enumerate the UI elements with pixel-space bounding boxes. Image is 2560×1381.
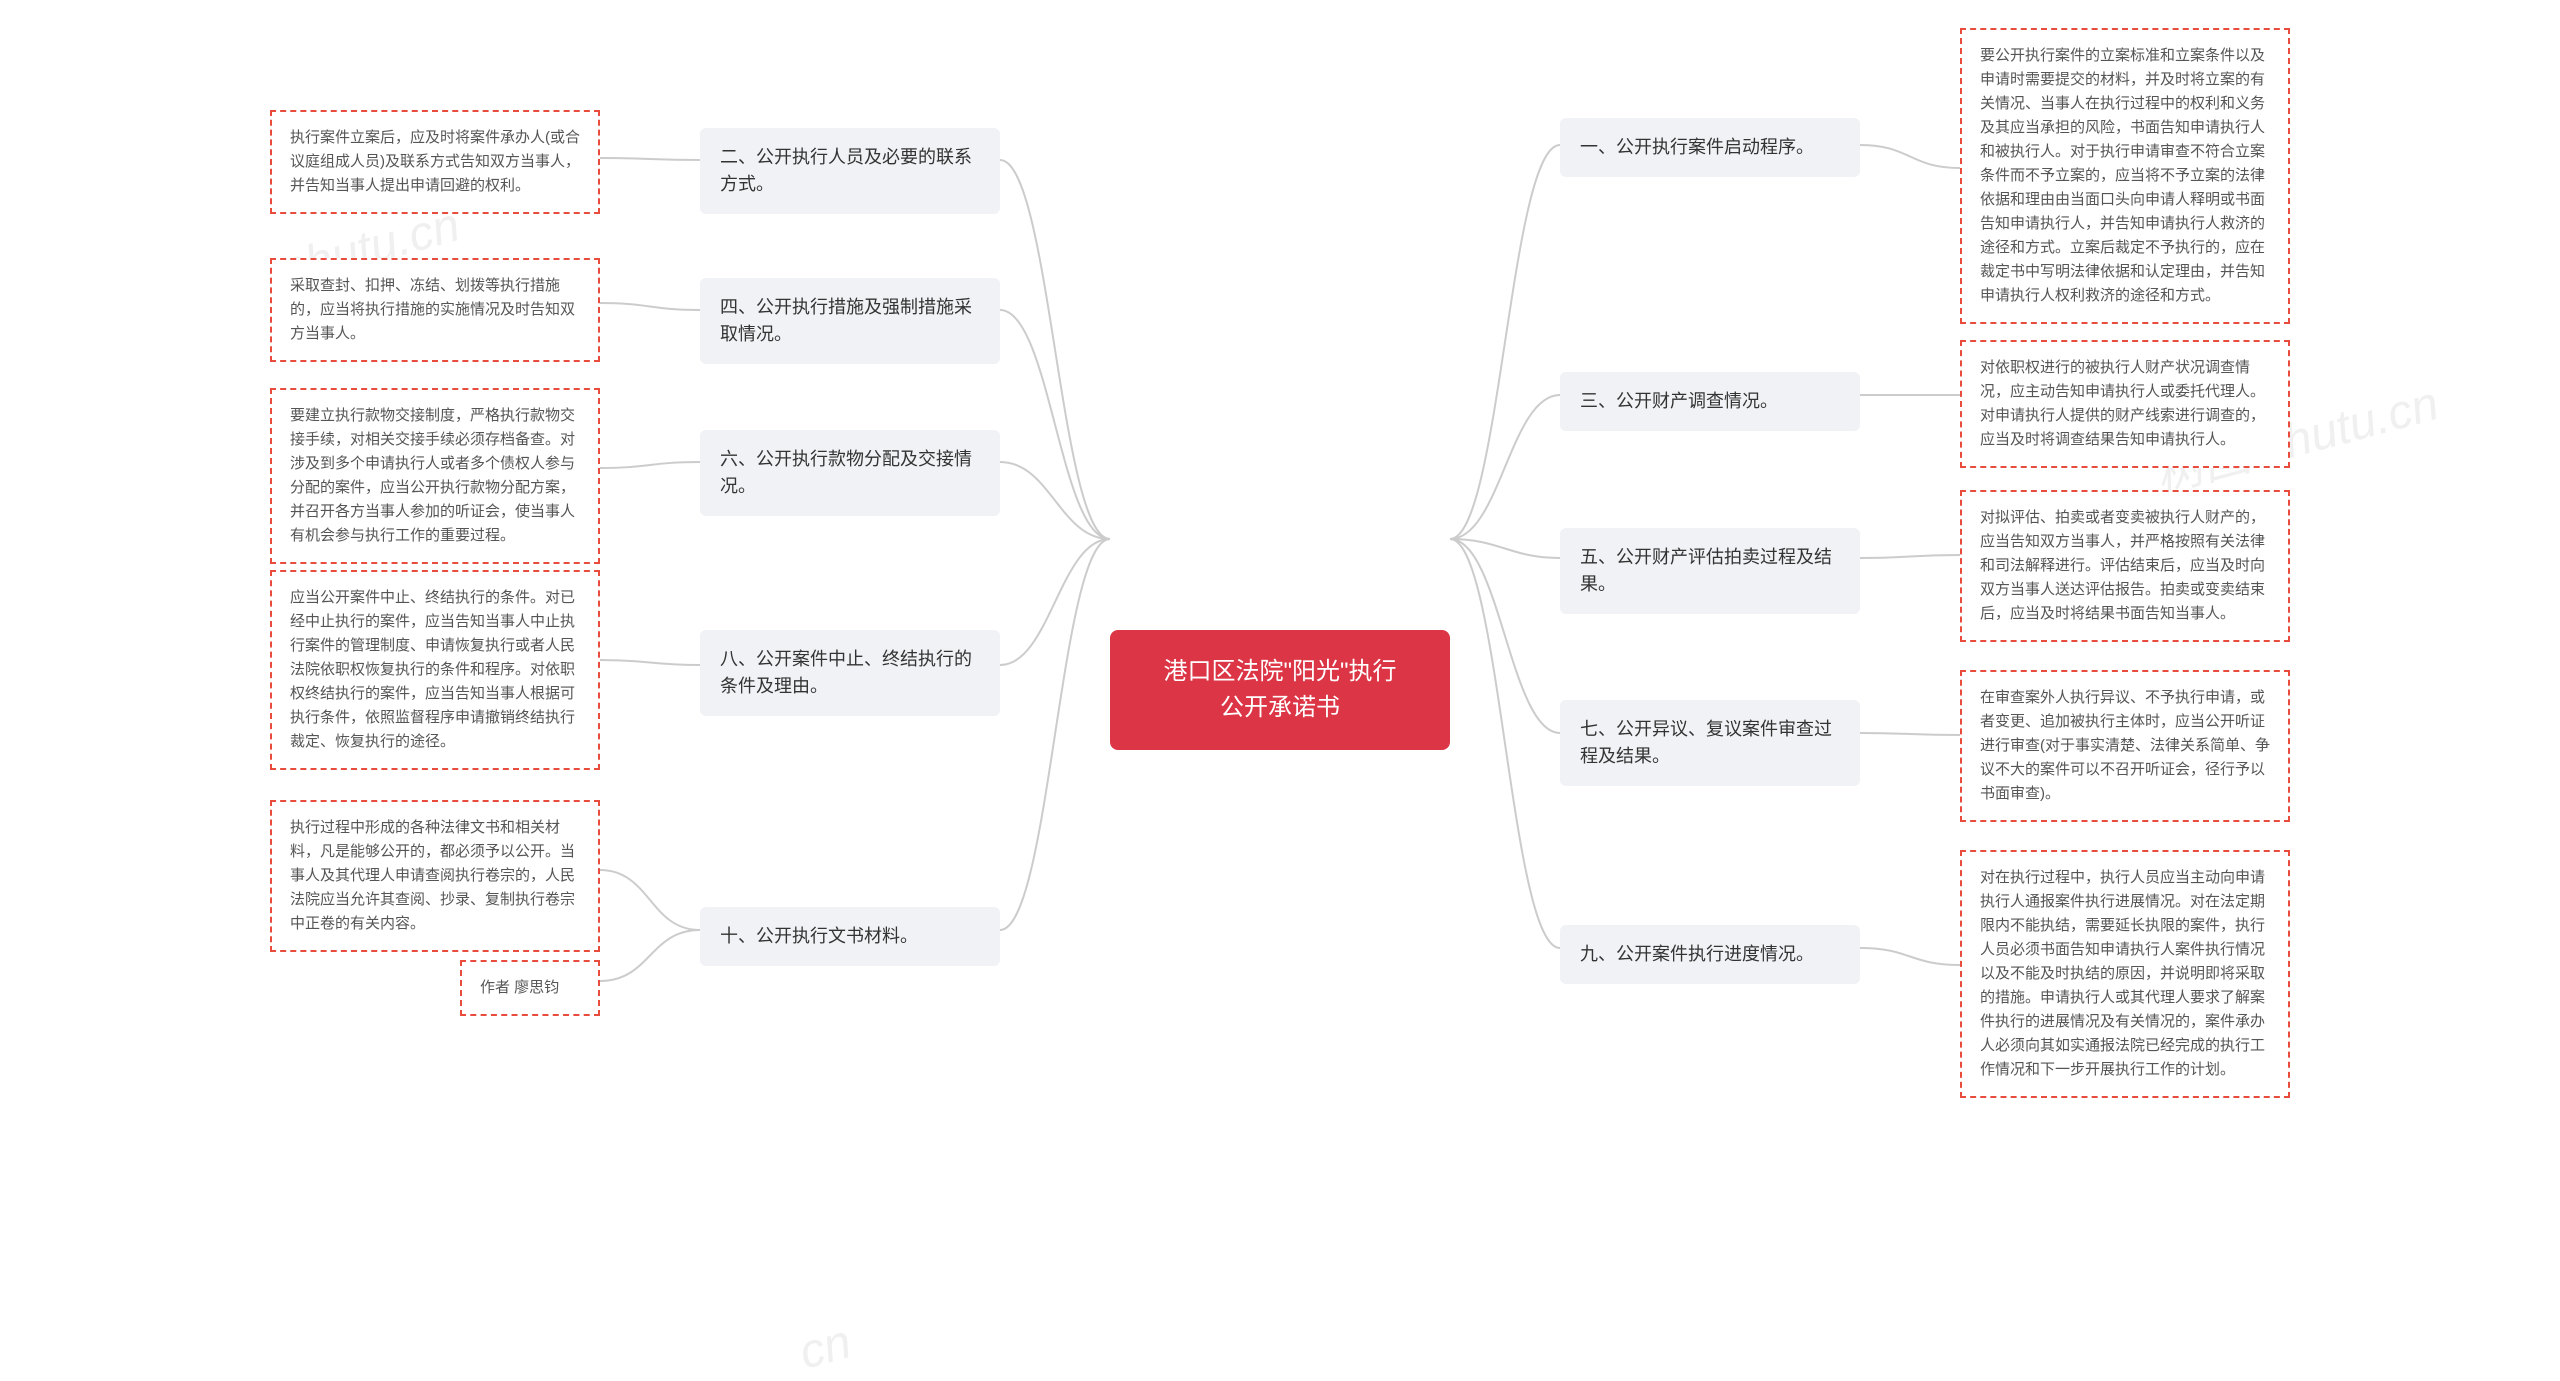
branch-10: 十、公开执行文书材料。 <box>700 907 1000 966</box>
branch-5: 五、公开财产评估拍卖过程及结果。 <box>1560 528 1860 614</box>
detail-9: 对在执行过程中，执行人员应当主动向申请执行人通报案件执行进展情况。对在法定期限内… <box>1960 850 2290 1098</box>
detail-5-text: 对拟评估、拍卖或者变卖被执行人财产的，应当告知双方当事人，并严格按照有关法律和司… <box>1980 509 2265 622</box>
branch-4: 四、公开执行措施及强制措施采取情况。 <box>700 278 1000 364</box>
detail-4-text: 采取查封、扣押、冻结、划拨等执行措施的，应当将执行措施的实施情况及时告知双方当事… <box>290 277 575 342</box>
detail-10b: 作者 廖思钧 <box>460 960 600 1016</box>
detail-6: 要建立执行款物交接制度，严格执行款物交接手续，对相关交接手续必须存档备查。对涉及… <box>270 388 600 564</box>
branch-7: 七、公开异议、复议案件审查过程及结果。 <box>1560 700 1860 786</box>
branch-10-label: 十、公开执行文书材料。 <box>720 926 918 946</box>
detail-4: 采取查封、扣押、冻结、划拨等执行措施的，应当将执行措施的实施情况及时告知双方当事… <box>270 258 600 362</box>
branch-1-label: 一、公开执行案件启动程序。 <box>1580 137 1814 157</box>
branch-6-label: 六、公开执行款物分配及交接情况。 <box>720 449 972 496</box>
branch-5-label: 五、公开财产评估拍卖过程及结果。 <box>1580 547 1832 594</box>
branch-3-label: 三、公开财产调查情况。 <box>1580 391 1778 411</box>
root-node: 港口区法院"阳光"执行公开承诺书 <box>1110 630 1450 750</box>
detail-9-text: 对在执行过程中，执行人员应当主动向申请执行人通报案件执行进展情况。对在法定期限内… <box>1980 869 2265 1078</box>
detail-6-text: 要建立执行款物交接制度，严格执行款物交接手续，对相关交接手续必须存档备查。对涉及… <box>290 407 575 544</box>
branch-8: 八、公开案件中止、终结执行的条件及理由。 <box>700 630 1000 716</box>
detail-1-text: 要公开执行案件的立案标准和立案条件以及申请时需要提交的材料，并及时将立案的有关情… <box>1980 47 2265 304</box>
branch-1: 一、公开执行案件启动程序。 <box>1560 118 1860 177</box>
branch-9: 九、公开案件执行进度情况。 <box>1560 925 1860 984</box>
branch-6: 六、公开执行款物分配及交接情况。 <box>700 430 1000 516</box>
detail-5: 对拟评估、拍卖或者变卖被执行人财产的，应当告知双方当事人，并严格按照有关法律和司… <box>1960 490 2290 642</box>
branch-2: 二、公开执行人员及必要的联系方式。 <box>700 128 1000 214</box>
detail-8-text: 应当公开案件中止、终结执行的条件。对已经中止执行的案件，应当告知当事人中止执行案… <box>290 589 575 750</box>
branch-2-label: 二、公开执行人员及必要的联系方式。 <box>720 147 972 194</box>
detail-7-text: 在审查案外人执行异议、不予执行申请，或者变更、追加被执行主体时，应当公开听证进行… <box>1980 689 2270 802</box>
detail-2: 执行案件立案后，应及时将案件承办人(或合议庭组成人员)及联系方式告知双方当事人，… <box>270 110 600 214</box>
branch-3: 三、公开财产调查情况。 <box>1560 372 1860 431</box>
branch-8-label: 八、公开案件中止、终结执行的条件及理由。 <box>720 649 972 696</box>
watermark-3: cn <box>794 1314 857 1380</box>
detail-8: 应当公开案件中止、终结执行的条件。对已经中止执行的案件，应当告知当事人中止执行案… <box>270 570 600 770</box>
branch-4-label: 四、公开执行措施及强制措施采取情况。 <box>720 297 972 344</box>
branch-7-label: 七、公开异议、复议案件审查过程及结果。 <box>1580 719 1832 766</box>
detail-2-text: 执行案件立案后，应及时将案件承办人(或合议庭组成人员)及联系方式告知双方当事人，… <box>290 129 580 194</box>
detail-10b-text: 作者 廖思钧 <box>480 979 559 996</box>
detail-3: 对依职权进行的被执行人财产状况调查情况，应主动告知申请执行人或委托代理人。对申请… <box>1960 340 2290 468</box>
detail-10a-text: 执行过程中形成的各种法律文书和相关材料，凡是能够公开的，都必须予以公开。当事人及… <box>290 819 575 932</box>
detail-10a: 执行过程中形成的各种法律文书和相关材料，凡是能够公开的，都必须予以公开。当事人及… <box>270 800 600 952</box>
detail-7: 在审查案外人执行异议、不予执行申请，或者变更、追加被执行主体时，应当公开听证进行… <box>1960 670 2290 822</box>
branch-9-label: 九、公开案件执行进度情况。 <box>1580 944 1814 964</box>
detail-3-text: 对依职权进行的被执行人财产状况调查情况，应主动告知申请执行人或委托代理人。对申请… <box>1980 359 2265 448</box>
root-title: 港口区法院"阳光"执行公开承诺书 <box>1163 658 1396 721</box>
detail-1: 要公开执行案件的立案标准和立案条件以及申请时需要提交的材料，并及时将立案的有关情… <box>1960 28 2290 324</box>
